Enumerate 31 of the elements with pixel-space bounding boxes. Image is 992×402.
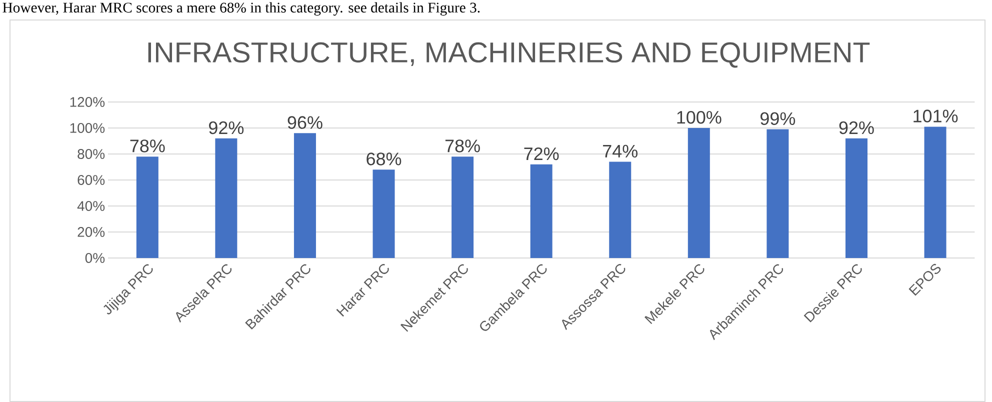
y-tick-label: 120% xyxy=(70,97,105,107)
bar xyxy=(294,133,316,258)
y-tick-label: 80% xyxy=(78,149,105,159)
bar xyxy=(215,138,238,258)
chart-title: INFRASTRUCTURE, MACHINERIES AND EQUIPMENT xyxy=(148,42,870,68)
bar xyxy=(845,138,868,258)
data-label: 96% xyxy=(288,116,322,129)
data-label: 74% xyxy=(603,144,638,158)
data-label: 78% xyxy=(445,140,480,152)
bar xyxy=(766,129,789,258)
bar xyxy=(609,162,632,258)
text: However, Harar MRC scores a mere 68% in this category. see details in Figure 3. xyxy=(2,2,480,16)
data-label: 72% xyxy=(524,147,559,160)
data-label: 101% xyxy=(914,110,958,122)
y-tick-label: 40% xyxy=(77,201,105,211)
data-label: 68% xyxy=(366,152,402,166)
data-label: 92% xyxy=(839,121,874,134)
data-label: 78% xyxy=(130,140,165,152)
y-tick-label: 20% xyxy=(78,227,105,237)
y-tick-label: 100% xyxy=(70,123,105,133)
y-tick-label: 60% xyxy=(78,175,105,185)
bar xyxy=(688,128,710,258)
data-label: 92% xyxy=(209,121,244,134)
bar xyxy=(372,170,395,258)
bar xyxy=(136,156,158,258)
data-label: 100% xyxy=(677,110,722,124)
bar xyxy=(924,126,946,258)
bar xyxy=(530,164,552,258)
y-tick-label: 0% xyxy=(85,253,105,263)
data-label: 99% xyxy=(760,112,796,126)
bar xyxy=(452,156,474,258)
